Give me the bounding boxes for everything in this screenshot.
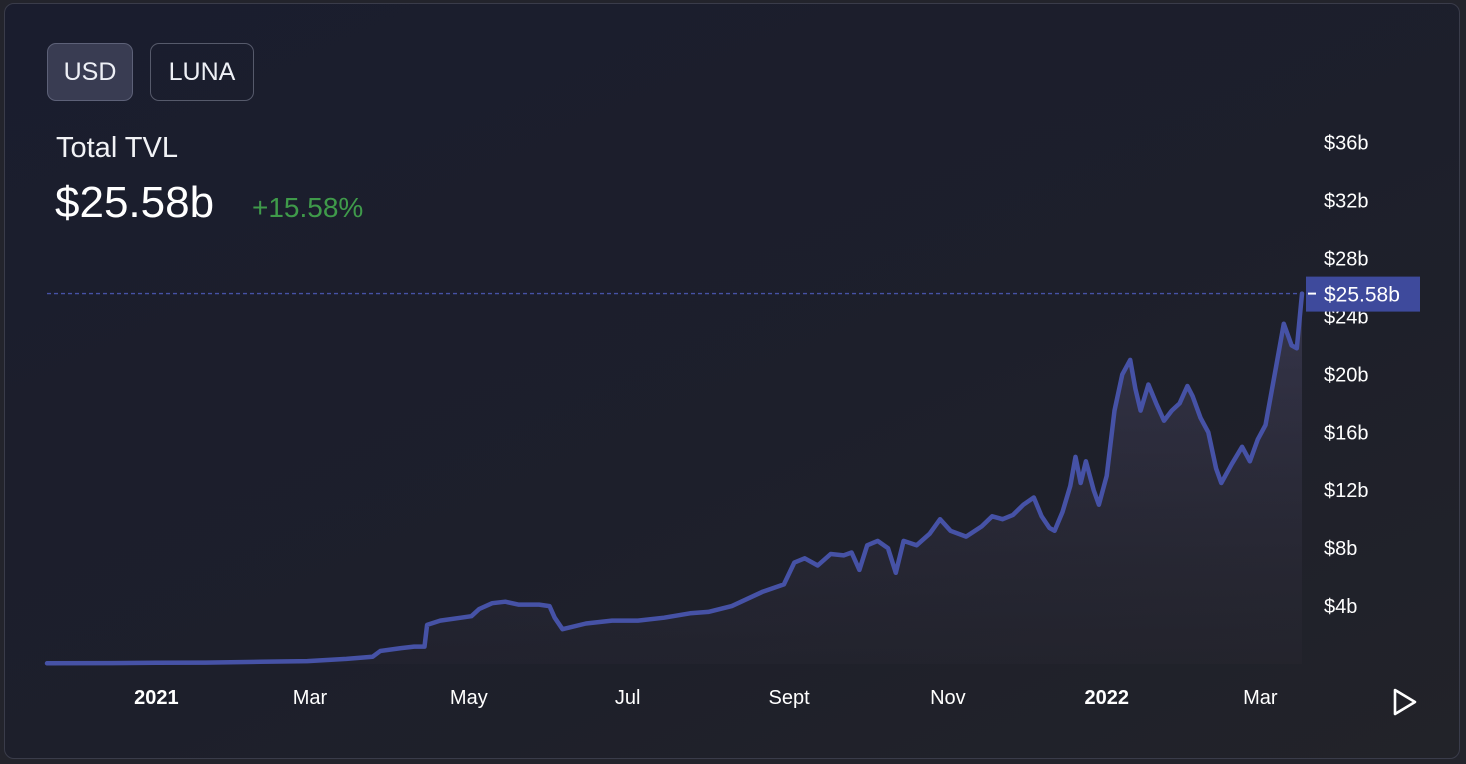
x-tick-label: Sept: [768, 687, 810, 709]
tvl-value: $25.58b: [55, 178, 215, 227]
y-tick-label: $16b: [1324, 422, 1369, 444]
x-tick-label: Mar: [293, 687, 328, 709]
y-tick-label: $4b: [1324, 596, 1357, 618]
play-icon[interactable]: [1390, 686, 1420, 718]
x-tick-label: Mar: [1243, 687, 1278, 709]
luna-toggle-button[interactable]: LUNA: [150, 43, 254, 101]
tvl-change-percent: +15.58%: [252, 192, 364, 223]
tvl-area-fill: [47, 293, 1302, 664]
x-tick-label: 2022: [1084, 687, 1129, 709]
y-tick-label: $28b: [1324, 249, 1369, 271]
y-tick-label: $12b: [1324, 480, 1369, 502]
y-tick-label: $8b: [1324, 538, 1357, 560]
chart-title: Total TVL: [56, 132, 178, 164]
x-tick-label: Jul: [615, 687, 641, 709]
y-tick-label: $20b: [1324, 364, 1369, 386]
x-tick-label: Nov: [930, 687, 966, 709]
usd-toggle-button[interactable]: USD: [47, 43, 133, 101]
current-value-badge: [1306, 276, 1420, 312]
tvl-series-line: [44, 291, 1305, 666]
y-tick-label: $24b: [1324, 306, 1369, 328]
y-tick-label: $36b: [1324, 133, 1369, 155]
current-value-label: $25.58b: [1324, 284, 1400, 307]
x-tick-label: 2021: [134, 687, 179, 709]
x-tick-label: May: [450, 687, 488, 709]
y-tick-label: $32b: [1324, 191, 1369, 213]
